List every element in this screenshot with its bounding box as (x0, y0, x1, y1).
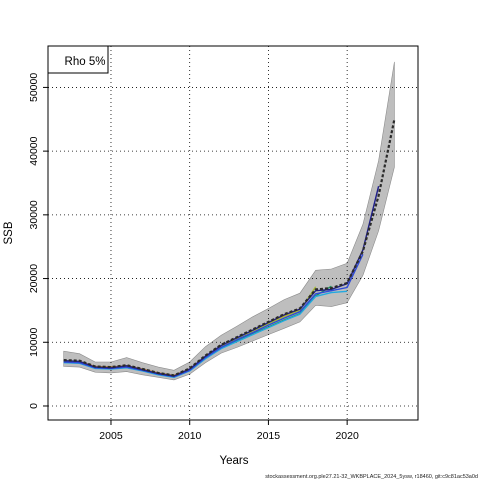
y-tick-label: 0 (28, 403, 40, 409)
y-axis-title: SSB (3, 221, 15, 244)
x-tick-label: 2020 (335, 430, 359, 442)
legend: Rho 5% (47, 45, 109, 74)
x-tick-label: 2010 (178, 430, 202, 442)
y-tick-label: 30000 (28, 200, 40, 229)
y-axis: 0 10000 20000 30000 40000 50000 (28, 73, 48, 409)
series-layer (63, 119, 396, 378)
series-line-base (63, 119, 396, 377)
y-tick-label: 50000 (28, 73, 40, 102)
legend-box (47, 45, 109, 74)
footer-credit: stockassessment.org.ple27.21-32_WKBPLACE… (265, 474, 478, 480)
x-axis: 2005 2010 2015 2020 (99, 420, 359, 442)
series-line-retro-2 (63, 253, 364, 378)
confidence-band (63, 61, 395, 381)
y-tick-label: 10000 (28, 328, 40, 357)
plot-frame (47, 45, 419, 421)
x-tick-label: 2015 (257, 430, 281, 442)
series-line-retro-1 (63, 186, 380, 377)
x-tick-label: 2005 (99, 430, 123, 442)
legend-label: Rho 5% (65, 56, 106, 68)
confidence-band-layer (63, 61, 395, 381)
y-tick-label: 20000 (28, 264, 40, 293)
y-tick-label: 40000 (28, 136, 40, 165)
x-axis-title: Years (220, 455, 249, 467)
